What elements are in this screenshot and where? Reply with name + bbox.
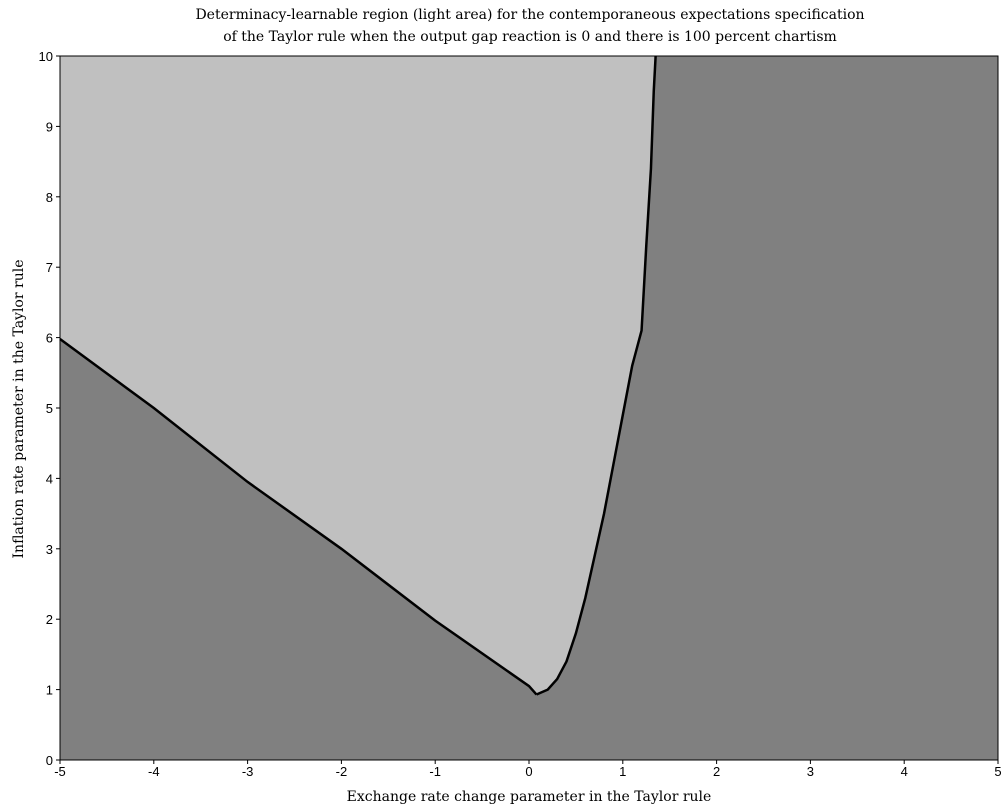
x-tick-label: 5: [994, 764, 1001, 779]
y-tick-label: 5: [46, 401, 53, 416]
y-tick-label: 3: [46, 542, 53, 557]
y-axis-label: Inflation rate parameter in the Taylor r…: [11, 260, 27, 559]
x-tick-label: -5: [54, 764, 66, 779]
y-tick-label: 7: [46, 260, 53, 275]
right-boundary-line: [536, 55, 657, 696]
x-tick-label: 0: [525, 764, 532, 779]
y-tick-label: 6: [46, 331, 53, 346]
x-tick-label: 4: [901, 764, 908, 779]
plot-area: [59, 55, 999, 761]
x-axis: -5 -4 -3 -2 -1 0 1 2 3 4 5: [54, 760, 1001, 779]
x-tick-label: -4: [148, 764, 160, 779]
y-tick-label: 2: [46, 612, 53, 627]
y-tick-label: 4: [46, 471, 53, 486]
y-tick-label: 8: [46, 190, 53, 205]
x-tick-label: 1: [619, 764, 626, 779]
x-tick-label: 3: [807, 764, 814, 779]
y-tick-label: 10: [39, 49, 53, 64]
y-axis: 0 1 2 3 4 5 6 7 8 9 10: [39, 49, 60, 768]
y-tick-label: 0: [46, 753, 53, 768]
y-tick-label: 9: [46, 119, 53, 134]
light-region: [60, 56, 656, 695]
x-tick-label: 2: [713, 764, 720, 779]
chart-subtitle: of the Taylor rule when the output gap r…: [223, 29, 837, 45]
x-tick-label: -3: [242, 764, 254, 779]
x-axis-label: Exchange rate change parameter in the Ta…: [347, 789, 712, 805]
x-tick-label: -1: [429, 764, 441, 779]
left-boundary-line: [59, 338, 538, 696]
x-tick-label: -2: [336, 764, 348, 779]
y-tick-label: 1: [46, 683, 53, 698]
chart-title: Determinacy-learnable region (light area…: [195, 7, 864, 23]
